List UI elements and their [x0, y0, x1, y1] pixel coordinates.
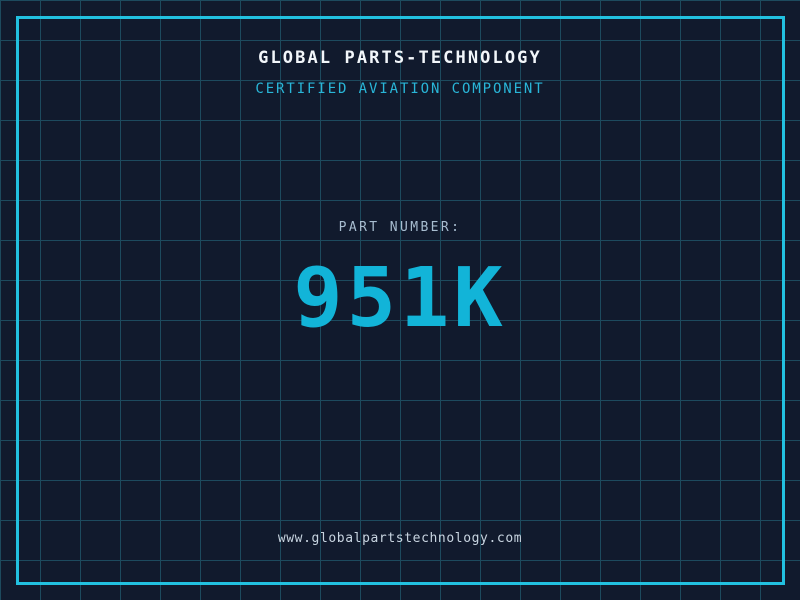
part-number-label: PART NUMBER:: [338, 220, 462, 235]
company-name: GLOBAL PARTS-TECHNOLOGY: [258, 48, 542, 68]
part-number-value: 951K: [293, 251, 507, 346]
website-url: www.globalpartstechnology.com: [277, 531, 523, 546]
certification-subtitle: CERTIFIED AVIATION COMPONENT: [255, 81, 545, 97]
